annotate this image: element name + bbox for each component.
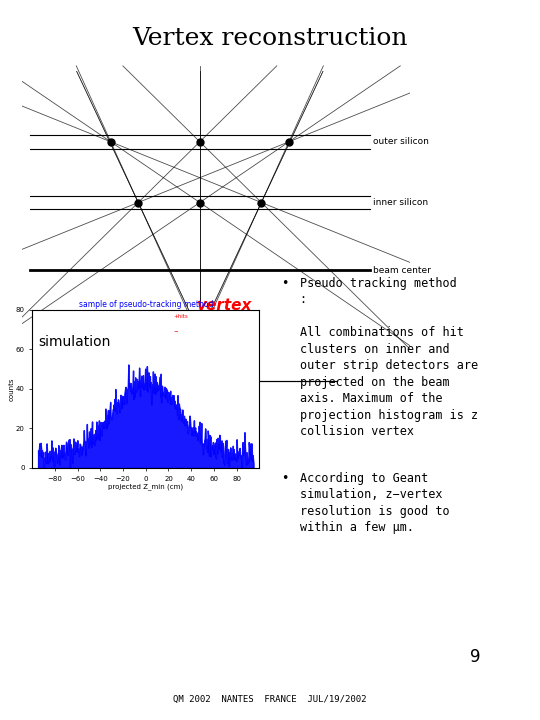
Text: Pseudo tracking method
:: Pseudo tracking method :: [300, 277, 456, 306]
Text: beam center: beam center: [373, 266, 431, 274]
X-axis label: projected Z_min (cm): projected Z_min (cm): [108, 483, 184, 490]
Text: +hits: +hits: [173, 315, 188, 320]
Text: −: −: [173, 328, 178, 333]
Text: •: •: [281, 472, 288, 485]
Text: simulation: simulation: [38, 335, 110, 348]
Text: outer silicon: outer silicon: [373, 138, 429, 146]
Text: 9: 9: [470, 648, 481, 666]
Title: sample of pseudo-tracking method: sample of pseudo-tracking method: [79, 300, 213, 309]
Text: vertex: vertex: [197, 299, 252, 313]
Text: Vertex reconstruction: Vertex reconstruction: [132, 27, 408, 50]
Text: inner silicon: inner silicon: [373, 198, 428, 207]
Text: According to Geant
simulation, z−vertex
resolution is good to
within a few μm.: According to Geant simulation, z−vertex …: [300, 472, 449, 534]
Text: crossings per
-1, z: crossings per -1, z: [83, 336, 134, 356]
Text: All combinations of hit
clusters on inner and
outer strip detectors are
projecte: All combinations of hit clusters on inne…: [300, 326, 478, 438]
Text: QM 2002  NANTES  FRANCE  JUL/19/2002: QM 2002 NANTES FRANCE JUL/19/2002: [173, 696, 367, 704]
Text: •: •: [281, 277, 288, 290]
Y-axis label: counts: counts: [9, 377, 15, 400]
